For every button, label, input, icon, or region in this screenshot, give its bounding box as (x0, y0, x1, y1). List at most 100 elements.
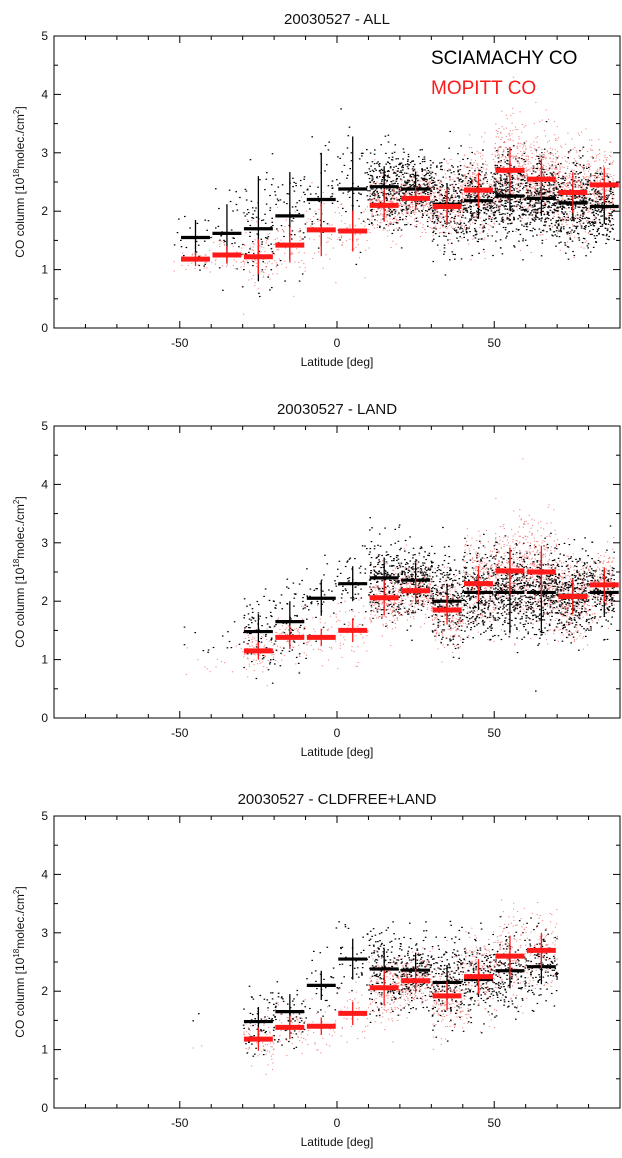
sciamachy-point (461, 181, 464, 183)
sciamachy-point (481, 202, 484, 204)
sciamachy-point (343, 164, 346, 166)
sciamachy-point (578, 218, 581, 221)
sciamachy-point (346, 147, 349, 149)
mopitt-point (499, 189, 502, 191)
mopitt-point (527, 182, 529, 184)
mopitt-point (526, 198, 528, 200)
sciamachy-point (452, 253, 455, 255)
sciamachy-point (411, 168, 414, 170)
mopitt-point (505, 157, 507, 159)
mopitt-point (534, 191, 536, 192)
sciamachy-point (451, 194, 453, 196)
sciamachy-point (449, 184, 452, 186)
sciamachy-point (436, 165, 438, 167)
sciamachy-point (401, 169, 404, 171)
mopitt-point (510, 162, 512, 164)
mopitt-point (249, 272, 251, 274)
mopitt-point (242, 261, 244, 262)
sciamachy-point (391, 210, 393, 212)
mopitt-point (514, 184, 517, 186)
sciamachy-point (470, 196, 472, 198)
sciamachy-point (589, 230, 591, 232)
sciamachy-point (482, 208, 485, 210)
sciamachy-point (592, 246, 595, 248)
sciamachy-point (413, 185, 415, 188)
sciamachy-point (402, 173, 404, 176)
mopitt-point (448, 199, 450, 201)
sciamachy-point (501, 220, 504, 222)
sciamachy-point (423, 177, 425, 179)
sciamachy-point (398, 227, 401, 229)
mopitt-point (411, 203, 413, 205)
mopitt-point (457, 232, 459, 234)
mopitt-point (566, 241, 568, 243)
sciamachy-point (366, 149, 368, 151)
sciamachy-point (499, 247, 502, 249)
sciamachy-point (583, 194, 586, 196)
sciamachy-point (533, 205, 536, 208)
sciamachy-point (368, 177, 371, 180)
sciamachy-point (298, 212, 300, 215)
mopitt-point (301, 260, 303, 262)
mopitt-point (249, 246, 252, 248)
mopitt-point (530, 181, 532, 183)
sciamachy-point (510, 213, 513, 215)
mopitt-point (508, 218, 510, 220)
mopitt-point (591, 139, 593, 141)
sciamachy-point (389, 163, 391, 165)
sciamachy-point (451, 251, 454, 253)
mopitt-point (380, 222, 382, 224)
mopitt-point (598, 202, 600, 204)
mopitt-point (414, 169, 416, 171)
sciamachy-point (484, 195, 487, 197)
sciamachy-point (402, 165, 404, 167)
sciamachy-point (593, 222, 596, 224)
sciamachy-point (580, 225, 583, 227)
sciamachy-point (326, 223, 329, 225)
mopitt-point (284, 247, 286, 249)
mopitt-point (376, 220, 378, 222)
sciamachy-point (498, 192, 500, 194)
mopitt-point (236, 251, 238, 253)
sciamachy-point (510, 206, 512, 208)
mopitt-point (500, 183, 502, 185)
sciamachy-point (442, 184, 444, 187)
sciamachy-point (249, 231, 252, 233)
sciamachy-point (608, 217, 611, 219)
sciamachy-point (601, 203, 603, 205)
sciamachy-point (537, 202, 540, 204)
mopitt-point (558, 171, 560, 173)
mopitt-point (395, 179, 397, 181)
sciamachy-point (548, 181, 550, 183)
mopitt-point (526, 226, 529, 228)
sciamachy-point (463, 236, 465, 238)
sciamachy-point (448, 147, 450, 149)
sciamachy-point (592, 212, 595, 214)
sciamachy-point (444, 201, 447, 203)
mopitt-point (341, 215, 343, 217)
sciamachy-point (508, 172, 510, 174)
sciamachy-point (423, 191, 425, 193)
sciamachy-point (570, 198, 573, 200)
mopitt-point (583, 188, 585, 190)
mopitt-point (605, 209, 607, 211)
mopitt-point (424, 205, 426, 207)
mopitt-point (452, 208, 454, 210)
mopitt-point (461, 187, 463, 189)
sciamachy-point (541, 171, 543, 173)
sciamachy-point (505, 200, 508, 202)
mopitt-point (536, 194, 538, 196)
mopitt-point (357, 244, 359, 245)
mopitt-point (441, 225, 444, 227)
sciamachy-point (565, 252, 567, 254)
sciamachy-point (323, 221, 325, 223)
mopitt-point (453, 193, 455, 194)
mopitt-point (408, 214, 410, 216)
sciamachy-point (486, 192, 488, 194)
mopitt-point (211, 261, 213, 263)
sciamachy-point (494, 211, 496, 214)
mopitt-point (248, 279, 250, 281)
mopitt-point (272, 273, 274, 275)
sciamachy-point (557, 224, 560, 226)
sciamachy-point (543, 193, 546, 195)
